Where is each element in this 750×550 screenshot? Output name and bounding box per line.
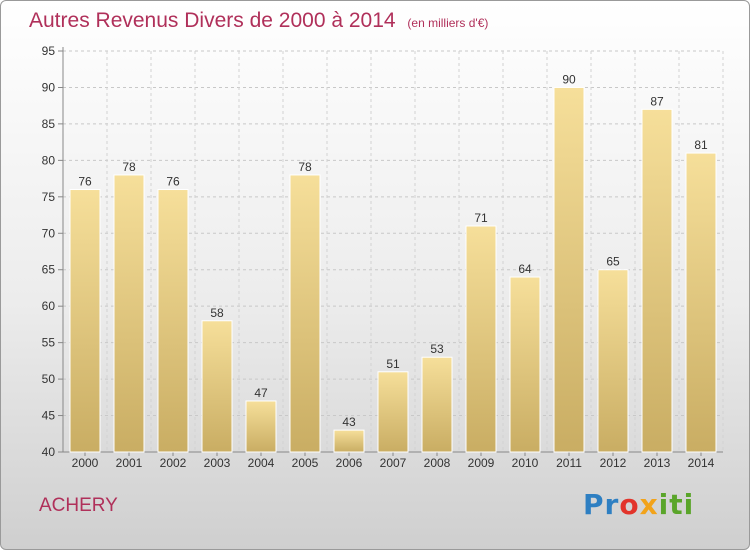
bar-2009 (465, 225, 497, 453)
bar-2005 (289, 174, 321, 453)
data-label: 76 (166, 175, 180, 189)
bar-2010 (509, 276, 541, 453)
bar-2013 (641, 108, 673, 453)
x-tick-label: 2001 (116, 456, 143, 470)
data-label: 78 (122, 160, 136, 174)
data-label: 87 (650, 94, 664, 108)
y-tick-label: 40 (42, 445, 56, 459)
bar-2011 (553, 86, 585, 453)
y-tick-label: 90 (42, 80, 56, 94)
x-tick-label: 2002 (160, 456, 187, 470)
y-tick-label: 80 (42, 153, 56, 167)
y-tick-label: 45 (42, 409, 56, 423)
x-tick-label: 2011 (556, 456, 582, 470)
data-label: 51 (386, 357, 400, 371)
place-name: ACHERY (39, 495, 118, 516)
bar-2008 (421, 356, 453, 453)
x-tick-label: 2013 (644, 456, 671, 470)
y-tick-label: 50 (42, 372, 56, 386)
x-tick-label: 2005 (292, 456, 319, 470)
bar-2006 (333, 429, 365, 453)
chart-subtitle: (en milliers d'€) (407, 16, 489, 30)
y-tick-label: 95 (42, 44, 56, 58)
y-tick-label: 75 (42, 190, 56, 204)
data-label: 65 (606, 255, 620, 269)
data-label: 53 (430, 342, 444, 356)
y-tick-label: 55 (42, 336, 56, 350)
x-tick-label: 2000 (72, 456, 99, 470)
y-tick-label: 65 (42, 263, 56, 277)
chart-title: Autres Revenus Divers de 2000 à 2014 (en… (29, 9, 488, 33)
x-tick-label: 2006 (336, 456, 363, 470)
data-label: 76 (78, 175, 92, 189)
proxiti-logo: Proxiti (583, 488, 695, 521)
bar-2003 (201, 320, 233, 453)
x-tick-label: 2014 (688, 456, 715, 470)
data-label: 64 (518, 262, 532, 276)
data-label: 78 (298, 160, 312, 174)
data-label: 47 (254, 386, 268, 400)
y-tick-label: 70 (42, 226, 56, 240)
bar-2002 (157, 189, 189, 453)
bar-2014 (685, 152, 717, 453)
x-tick-label: 2007 (380, 456, 407, 470)
data-label: 71 (474, 211, 488, 225)
bar-2004 (245, 400, 277, 453)
x-tick-label: 2003 (204, 456, 231, 470)
x-tick-label: 2012 (600, 456, 627, 470)
x-tick-label: 2008 (424, 456, 451, 470)
data-label: 81 (694, 138, 708, 152)
bar-2001 (113, 174, 145, 453)
y-tick-label: 60 (42, 299, 56, 313)
x-tick-label: 2004 (248, 456, 275, 470)
x-tick-label: 2010 (512, 456, 539, 470)
chart-title-text: Autres Revenus Divers de 2000 à 2014 (29, 9, 396, 32)
bar-2000 (69, 189, 101, 453)
bar-2012 (597, 269, 629, 453)
data-label: 90 (562, 72, 576, 86)
x-tick-label: 2009 (468, 456, 495, 470)
data-label: 43 (342, 415, 356, 429)
data-label: 58 (210, 306, 224, 320)
bar-2007 (377, 371, 409, 453)
y-tick-label: 85 (42, 117, 56, 131)
